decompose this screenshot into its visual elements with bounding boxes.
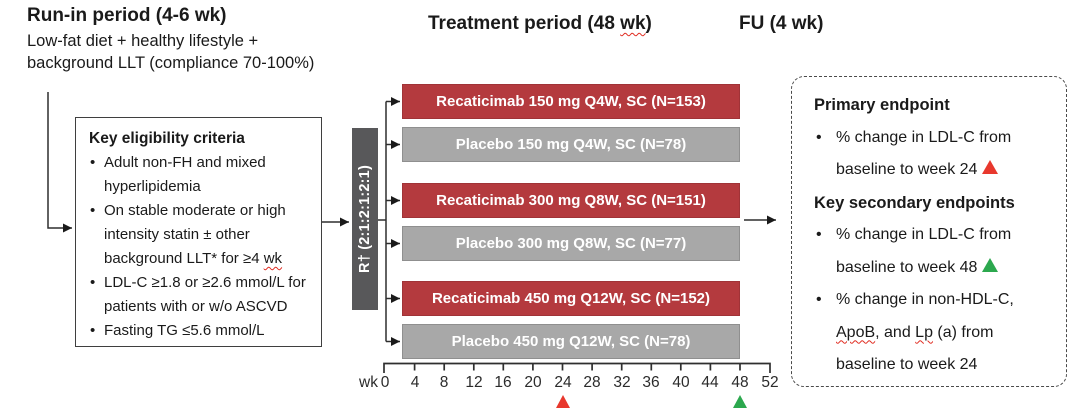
week24-primary-marker-triangle <box>556 395 570 408</box>
axis-tick-label: 8 <box>439 374 449 391</box>
axis-tick-label: 4 <box>410 374 420 391</box>
treatment-title-close: ) <box>645 13 652 34</box>
week-axis-line <box>383 362 771 373</box>
runin-to-eligibility-connector <box>47 92 72 233</box>
axis-unit-label: wk <box>359 374 378 391</box>
arm-recaticimab-450-q12w: Recaticimab 450 mg Q12W, SC (N=152) <box>402 281 740 316</box>
eligibility-item: Adult non-FH and mixed hyperlipidemia <box>89 151 313 199</box>
arm-placebo-150-q4w: Placebo 150 mg Q4W, SC (N=78) <box>402 127 740 162</box>
secondary-endpoints-list: % change in LDL-C from baseline to week … <box>814 219 1052 382</box>
arm-placebo-300-q8w: Placebo 300 mg Q8W, SC (N=77) <box>402 226 740 261</box>
axis-tick-label: 52 <box>761 374 779 391</box>
eligibility-item-text: On stable moderate or high intensity sta… <box>104 202 286 267</box>
axis-tick-label: 36 <box>642 374 660 391</box>
red-triangle-icon <box>982 160 999 174</box>
endpoint-item-text: % change in LDL-C from baseline to week … <box>836 128 1012 179</box>
eligibility-item: Fasting TG ≤5.6 mmol/L <box>89 319 313 343</box>
axis-tick-label: 24 <box>554 374 572 391</box>
followup-period-title: FU (4 wk) <box>739 13 824 34</box>
week-axis-ticks <box>413 363 741 371</box>
endpoint-item: % change in LDL-C from baseline to week … <box>814 219 1042 284</box>
arm-placebo-450-q12w: Placebo 450 mg Q12W, SC (N=78) <box>402 324 740 359</box>
eligibility-title: Key eligibility criteria <box>89 130 245 147</box>
runin-period-header: Run-in period (4-6 wk) Low-fat diet + he… <box>27 5 357 74</box>
treatment-period-title: Treatment period (48 wk) <box>428 13 652 35</box>
axis-tick-label: 40 <box>672 374 690 391</box>
primary-endpoint-list: % change in LDL-C from baseline to week … <box>814 122 1052 187</box>
endpoint-item: % change in LDL-C from baseline to week … <box>814 122 1042 187</box>
endpoints-box: Primary endpoint % change in LDL-C from … <box>791 76 1067 387</box>
randomization-ratio-label: R† (2:1:2:1:2:1) <box>357 165 374 273</box>
runin-period-title: Run-in period (4-6 wk) <box>27 5 227 26</box>
randomization-bar: R† (2:1:2:1:2:1) <box>352 128 378 310</box>
treatment-title-misspelled-word: wk <box>620 13 646 34</box>
runin-period-line1: Low-fat diet + healthy lifestyle + <box>27 32 259 50</box>
axis-tick-label: 0 <box>380 374 390 391</box>
axis-tick-label: 28 <box>583 374 601 391</box>
secondary-endpoints-title: Key secondary endpoints <box>814 193 1015 212</box>
endpoint-item: % change in non-HDL-C, ApoB, and Lp (a) … <box>814 284 1042 382</box>
axis-tick-label: 44 <box>701 374 719 391</box>
endpoint-item-text: (a) from baseline to week 24 <box>836 323 994 374</box>
endpoint-misspelled-word: ApoB <box>836 323 876 341</box>
eligibility-item: LDL-C ≥1.8 or ≥2.6 mmol/L for patients w… <box>89 271 313 319</box>
week48-secondary-marker-triangle <box>733 395 747 408</box>
arm-recaticimab-300-q8w: Recaticimab 300 mg Q8W, SC (N=151) <box>402 183 740 218</box>
runin-period-line2: background LLT (compliance 70-100%) <box>27 54 315 72</box>
axis-tick-label: 12 <box>465 374 483 391</box>
endpoint-item-text: % change in LDL-C from baseline to week … <box>836 226 1012 276</box>
endpoint-misspelled-word: Lp <box>915 323 933 341</box>
eligibility-item: On stable moderate or high intensity sta… <box>89 199 313 271</box>
eligibility-misspelled-word: wk <box>263 250 283 267</box>
endpoint-item-text: , and <box>875 323 916 341</box>
eligibility-list: Adult non-FH and mixed hyperlipidemia On… <box>89 151 313 343</box>
axis-tick-label: 48 <box>731 374 749 391</box>
axis-tick-label: 16 <box>494 374 512 391</box>
arm-recaticimab-150-q4w: Recaticimab 150 mg Q4W, SC (N=153) <box>402 84 740 119</box>
axis-tick-label: 20 <box>524 374 542 391</box>
endpoint-item-text: % change in non-HDL-C, <box>836 291 1014 308</box>
eligibility-criteria-box: Key eligibility criteria Adult non-FH an… <box>75 117 322 347</box>
primary-endpoint-title: Primary endpoint <box>814 96 950 114</box>
green-triangle-icon <box>982 257 999 272</box>
treatment-title-text: Treatment period (48 <box>428 13 621 34</box>
axis-tick-label: 32 <box>613 374 631 391</box>
